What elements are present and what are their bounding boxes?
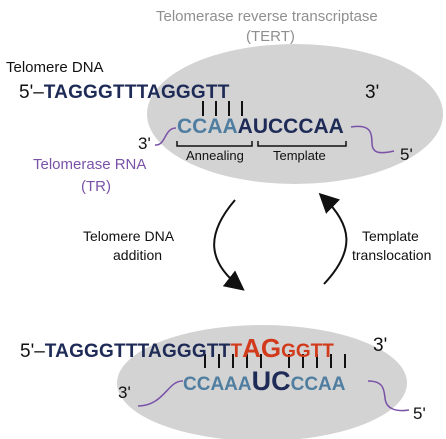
bottom-rna-tail-left (137, 380, 184, 407)
bottom-rna-segment-uc: UC (251, 366, 291, 396)
bottom-rna-tail-right (367, 380, 410, 412)
top-rna-tail-left (154, 127, 177, 146)
annealing-bracket (176, 141, 253, 147)
arrow-template-translocation (318, 192, 348, 285)
arrow-telomere-dna-addition (213, 199, 245, 291)
bottom-dna-added-ag: AG (242, 333, 282, 363)
top-rna-annealing-region: CCAA (177, 115, 238, 138)
bottom-rna-5prime-end: 5' (413, 404, 426, 423)
top-rna-strand: CCAAAUCCCAA (177, 115, 344, 139)
top-dna-5prime-end: 5'– (19, 82, 44, 103)
telomere-dna-label: Telomere DNA (6, 59, 104, 76)
bottom-dna-added-ggtt: GGTT (281, 341, 334, 362)
top-dna-strand: 5'–TAGGGTTTAGGGTT (19, 82, 230, 104)
tr-label-line1: Telomerase RNA (33, 156, 147, 173)
tert-label-line2: (TERT) (246, 28, 295, 45)
bottom-dna-3prime-end: 3' (373, 335, 388, 356)
template-bracket (257, 141, 347, 147)
top-base-pair-ticks (202, 101, 243, 116)
bottom-dna-added-t: T (230, 341, 243, 362)
tr-label-line2: (TR) (81, 178, 111, 195)
bottom-dna-5prime-end: 5'– (20, 341, 45, 362)
step-telomere-dna-addition-line2: addition (113, 247, 163, 263)
top-rna-tail-right (350, 125, 395, 154)
top-dna-sequence: TAGGGTTTAGGGTT (43, 82, 230, 103)
bottom-rna-3prime-end: 3' (118, 383, 131, 402)
tert-ellipse-top (147, 44, 443, 184)
tert-ellipse-bottom (117, 325, 407, 439)
step-telomere-dna-addition-line1: Telomere DNA (83, 228, 175, 244)
bottom-rna-segment-1: CCAAA (183, 374, 252, 395)
bottom-dna-original-sequence: TAGGGTTTAGGGTT (44, 341, 231, 362)
top-dna-3prime-end: 3' (365, 82, 380, 103)
bottom-dna-strand: 5'–TAGGGTTTAGGGTTTAGGGTT (20, 333, 334, 364)
bottom-base-pair-ticks (204, 354, 346, 368)
annealing-label: Annealing (186, 148, 244, 163)
tert-label-line1: Telomerase reverse transcriptase (156, 8, 378, 25)
top-rna-3prime-end: 3' (138, 134, 151, 153)
top-rna-template-region: AUCCCAA (237, 115, 344, 138)
top-rna-5prime-end: 5' (400, 145, 413, 164)
step-template-translocation-line1: Template (362, 228, 419, 244)
step-template-translocation-line2: translocation (352, 247, 432, 263)
bottom-rna-segment-3: CCAA (290, 374, 346, 395)
bottom-rna-strand: CCAAAUCCCAA (183, 366, 346, 397)
template-label: Template (273, 148, 326, 163)
